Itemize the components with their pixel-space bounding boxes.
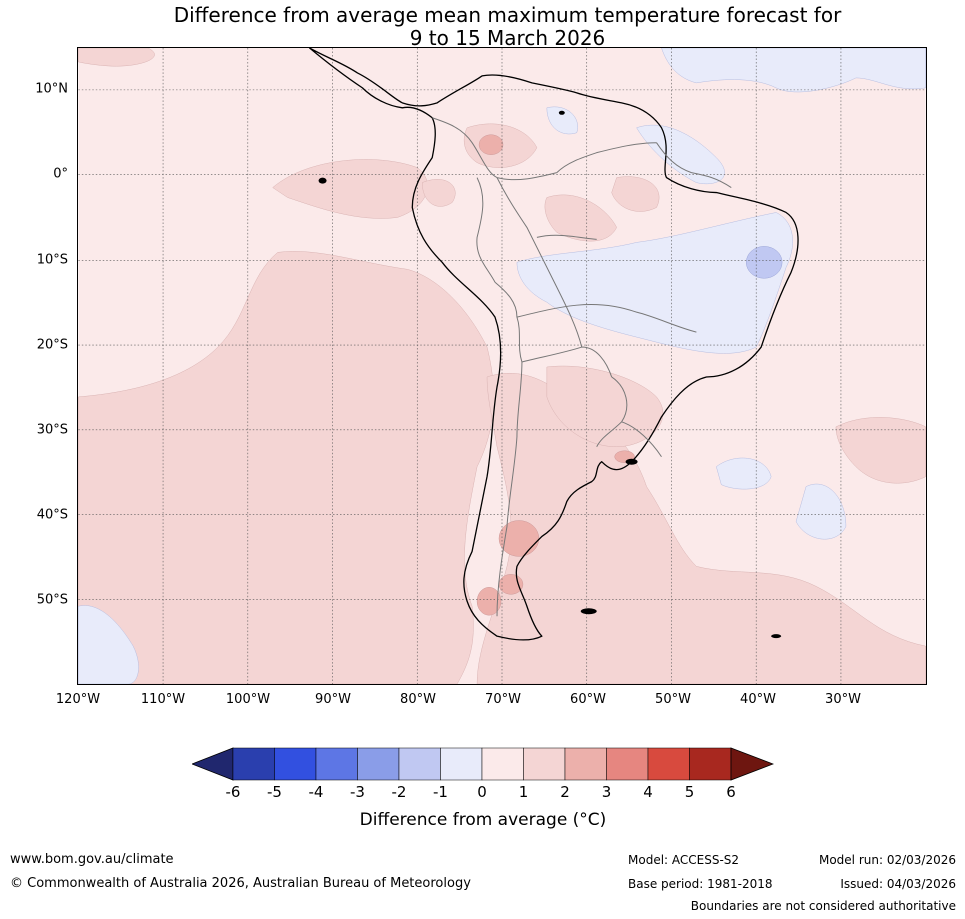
andes-warm-patch [422,179,456,207]
north-pacific-warm-strip [78,48,155,67]
colorbar-segment-m4-m3 [315,747,358,781]
colorbar-tick-4: 4 [643,783,653,801]
lon-label-50w: 50°W [655,692,691,707]
equatorial-hot-spot [478,134,504,155]
pacific-warm-region [78,251,494,684]
anomaly-1-to-2-regions [78,48,926,684]
anomaly-minus1-to-0-regions [78,48,926,684]
colorbar-tick-1: 1 [518,783,529,801]
lon-label-60w: 60°W [570,692,606,707]
colorbar-segment-m3-m2 [357,747,400,781]
website-link[interactable]: www.bom.gov.au/climate [10,852,174,867]
model-text: Model: ACCESS-S2 [628,853,740,867]
colorbar-segment-4-5 [647,747,690,781]
title-line-1: Difference from average mean maximum tem… [173,3,842,27]
map-gridlines [78,48,926,684]
colorbar-tick-6: 6 [726,783,736,801]
issued-text: Issued: 04/03/2026 [840,877,956,891]
colorbar-tick-m1: -1 [433,783,448,801]
colorbar-tick-m5: -5 [267,783,282,801]
base-period-text: Base period: 1981-2018 [628,877,773,891]
colorbar-tick-m6: -6 [225,783,241,801]
tierra-fuego-hot-spot [476,587,502,616]
lon-label-90w: 90°W [315,692,351,707]
title-line-2: 9 to 15 March 2026 [409,26,606,50]
lon-label-70w: 70°W [485,692,521,707]
south-atlantic-cool-patch [716,457,772,490]
chart-title: Difference from average mean maximum tem… [0,4,965,50]
southern-andes-hot-spot [498,574,524,595]
country-borders [432,117,732,617]
lon-label-80w: 80°W [400,692,436,707]
lon-label-30w: 30°W [825,692,861,707]
colorbar [192,747,774,781]
colorbar-segment-m5-m4 [274,747,317,781]
colorbar-high-arrow [730,747,774,781]
lat-label-40s: 40°S [36,507,68,523]
lat-label-50s: 50°S [36,592,68,608]
anomaly-2-to-3-regions [476,134,635,616]
lat-label-20s: 20°S [36,337,68,353]
colorbar-segment-m1-0 [440,747,483,781]
lat-label-0: 0° [53,166,68,182]
colorbar-tick-m4: -4 [308,783,324,801]
lon-label-120w: 120°W [55,692,101,707]
lat-label-10n: 10°N [35,81,68,97]
north-atlantic-cool-region [661,48,926,93]
patagonia-hot-spot [498,520,540,557]
brazil-cool-region [516,212,793,354]
lon-label-110w: 110°W [140,692,186,707]
southeast-pacific-cool-region [78,605,139,684]
forecast-map [77,47,927,685]
colorbar-segment-m6-m5 [232,747,275,781]
south-atlantic-cool-patch-2 [795,483,847,540]
colorbar-low-arrow [192,747,234,781]
guiana-warm-patch [611,176,660,212]
model-run-text: Model run: 02/03/2026 [818,853,956,867]
amazon-cool-strip [636,124,725,184]
east-atlantic-warm-patch [835,417,926,484]
brazil-coolest-spot [745,246,783,279]
colorbar-tick-0: 0 [477,783,487,801]
colorbar-segment-0-1 [481,747,524,781]
colorbar-segment-3-4 [606,747,649,781]
lat-label-10s: 10°S [36,252,68,268]
colorbar-segment-1-2 [523,747,566,781]
colorbar-segment-2-3 [564,747,607,781]
lon-label-40w: 40°W [740,692,776,707]
lon-label-100w: 100°W [225,692,271,707]
colorbar-label: Difference from average (°C) [359,810,607,830]
colorbar-tick-m3: -3 [350,783,365,801]
colorbar-tick-5: 5 [684,783,695,801]
colorbar-tick-m2: -2 [391,783,407,801]
caribbean-cool-patch [546,106,578,135]
copyright-text: © Commonwealth of Australia 2026, Austra… [10,876,471,891]
atlantic-warm-patch [546,365,663,447]
south-america-coastline [308,48,799,641]
islands [318,110,782,639]
colorbar-segment-5-6 [689,747,732,781]
amazon-warm-patch [544,194,617,242]
colorbar-tick-2: 2 [560,783,570,801]
colorbar-segment-m2-m1 [398,747,441,781]
disclaimer-text: Boundaries are not considered authoritat… [690,899,956,913]
colorbar-tick-3: 3 [601,783,612,801]
lat-label-30s: 30°S [36,422,68,438]
